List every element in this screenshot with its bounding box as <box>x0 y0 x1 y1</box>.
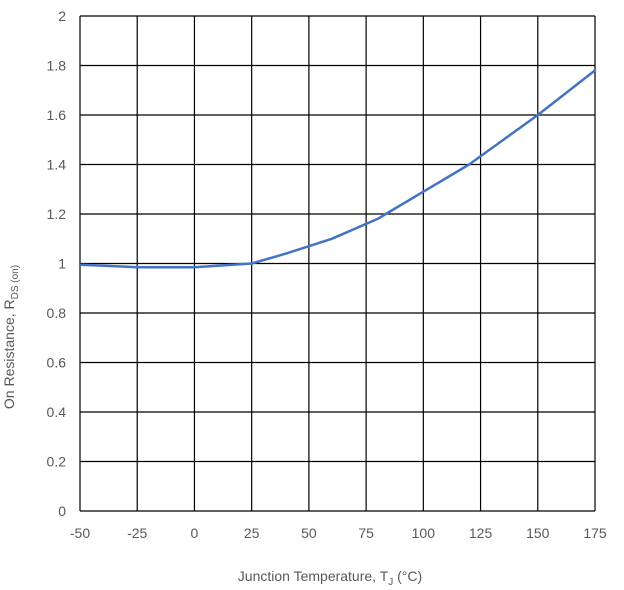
x-tick-label: 150 <box>526 525 550 541</box>
x-axis-ticks: -50 -25 0 25 50 75 100 125 150 175 <box>70 525 607 541</box>
x-tick-label: 50 <box>301 525 317 541</box>
y-tick-label: 1.2 <box>47 206 67 222</box>
x-tick-label: -50 <box>70 525 90 541</box>
x-tick-label: 100 <box>412 525 436 541</box>
y-tick-label: 0.6 <box>47 355 67 371</box>
y-tick-label: 0 <box>58 503 66 519</box>
grid <box>79 15 596 512</box>
y-axis-ticks: 0 0.2 0.4 0.6 0.8 1 1.2 1.4 1.6 1.8 2 <box>47 8 67 519</box>
series-layer <box>78 69 597 269</box>
x-tick-label: 25 <box>244 525 260 541</box>
x-tick-label: 175 <box>583 525 607 541</box>
x-tick-label: 0 <box>191 525 199 541</box>
x-tick-label: 125 <box>469 525 493 541</box>
x-tick-label: -25 <box>127 525 147 541</box>
y-tick-label: 0.2 <box>47 454 67 470</box>
y-tick-label: 1.8 <box>47 58 67 74</box>
y-tick-label: 1.4 <box>47 157 67 173</box>
x-axis-title: Junction Temperature, TJ (°C) <box>238 568 422 588</box>
y-axis-title: On Resistance, RDS (on) <box>1 265 21 409</box>
y-tick-label: 2 <box>58 8 66 24</box>
series-line <box>78 69 597 269</box>
y-tick-label: 0.4 <box>47 404 67 420</box>
y-tick-label: 0.8 <box>47 305 67 321</box>
y-tick-label: 1.6 <box>47 107 67 123</box>
x-tick-label: 75 <box>358 525 374 541</box>
y-tick-label: 1 <box>58 256 66 272</box>
